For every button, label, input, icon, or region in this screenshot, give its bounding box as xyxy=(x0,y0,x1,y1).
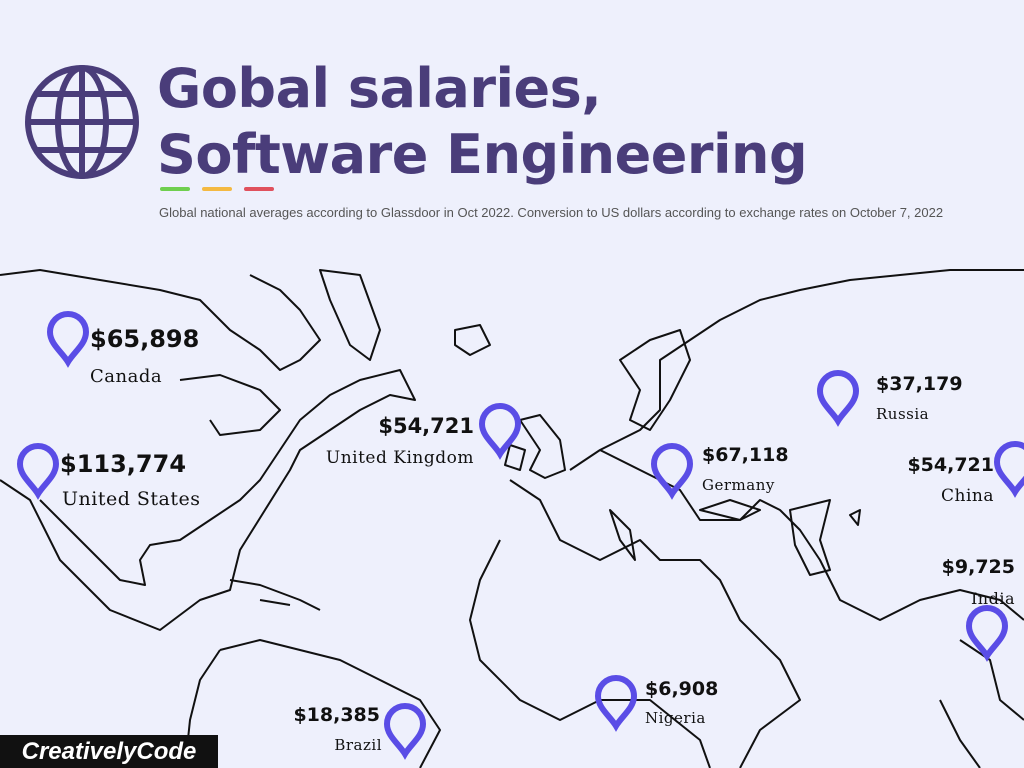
salary-value: $37,179 xyxy=(876,373,963,395)
location-pin xyxy=(650,443,694,500)
coastlines xyxy=(0,269,1024,768)
country-name: China xyxy=(941,486,994,506)
country-name: United States xyxy=(62,488,201,510)
country-name: Canada xyxy=(90,366,163,387)
location-pin xyxy=(16,443,60,500)
location-pin xyxy=(478,403,522,460)
country-name: India xyxy=(970,589,1015,608)
salary-value: $9,725 xyxy=(941,556,1015,578)
globe-icon xyxy=(25,65,139,179)
title: Gobal salaries, Software Engineering xyxy=(157,57,808,186)
country-name: Russia xyxy=(876,405,930,423)
salary-value: $18,385 xyxy=(293,704,380,726)
location-pin xyxy=(383,703,427,760)
salary-value: $6,908 xyxy=(645,678,719,700)
brand: CreativelyCode xyxy=(0,735,218,768)
salary-value: $65,898 xyxy=(90,325,200,353)
country-name: United Kingdom xyxy=(325,448,474,468)
salary-value: $113,774 xyxy=(60,450,187,478)
pins xyxy=(16,311,1024,760)
country-name: Germany xyxy=(702,476,775,494)
salary-value: $67,118 xyxy=(702,444,789,466)
salary-value: $54,721 xyxy=(907,454,994,476)
salary-value: $54,721 xyxy=(378,414,474,438)
subtitle: Global national averages according to Gl… xyxy=(159,205,944,220)
location-pin xyxy=(816,370,860,427)
country-name: Brazil xyxy=(334,736,382,754)
location-pin xyxy=(993,441,1024,498)
location-pin xyxy=(965,605,1009,662)
location-pin xyxy=(594,675,638,732)
country-name: Nigeria xyxy=(645,709,706,727)
location-pin xyxy=(46,311,90,368)
